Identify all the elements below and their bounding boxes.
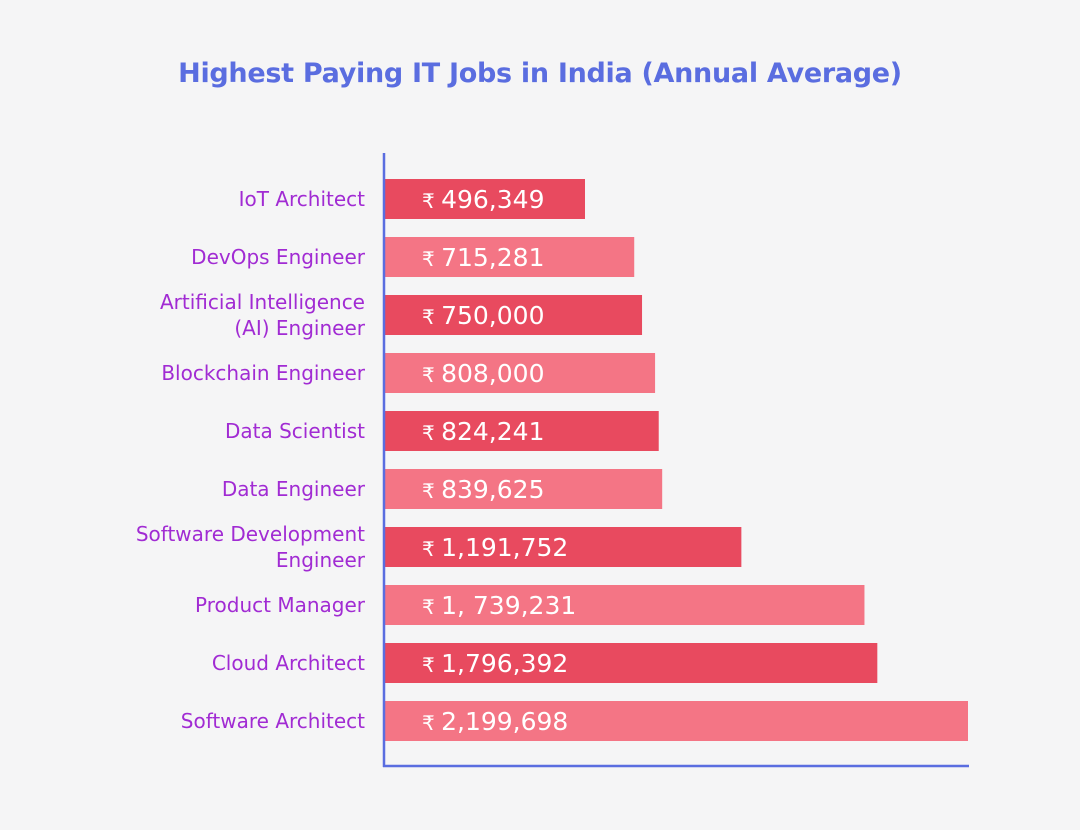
- bar: [385, 701, 968, 741]
- category-label: DevOps Engineer: [191, 245, 366, 269]
- value-label: ₹ 750,000: [422, 301, 544, 330]
- bar: [385, 527, 742, 567]
- value-label: ₹ 1, 739,231: [422, 591, 576, 620]
- bar: [385, 237, 635, 277]
- value-label: ₹ 496,349: [422, 185, 544, 214]
- category-labels-group: IoT Architect DevOps Engineer Artificial I…: [136, 187, 366, 733]
- value-label: ₹ 1,796,392: [422, 649, 568, 678]
- bar: [385, 411, 659, 451]
- bars-group: ₹ 496,349 ₹ 715,281 ₹ 750,000 ₹ 808,000 ₹ 82…: [385, 179, 968, 741]
- category-label: Blockchain Engineer: [161, 361, 365, 385]
- value-label: ₹ 1,191,752: [422, 533, 568, 562]
- bar: [385, 179, 585, 219]
- category-label: Data Engineer: [222, 477, 366, 501]
- category-label: IoT Architect: [239, 187, 366, 211]
- category-label: Product Manager: [195, 593, 366, 617]
- value-label: ₹ 824,241: [422, 417, 544, 446]
- value-label: ₹ 839,625: [422, 475, 544, 504]
- bar: [385, 295, 643, 335]
- value-label: ₹ 808,000: [422, 359, 544, 388]
- category-label: Data Scientist: [225, 419, 365, 443]
- chart-title: Highest Paying IT Jobs in India (Annual …: [178, 58, 902, 89]
- bar: [385, 353, 656, 393]
- value-label: ₹ 2,199,698: [422, 707, 568, 736]
- category-label: Software Architect: [181, 709, 365, 733]
- category-label: Software Development Engineer: [136, 522, 366, 572]
- category-label: Cloud Architect: [212, 651, 365, 675]
- bar: [385, 643, 878, 683]
- category-label: Artificial Intelligence (AI) Engineer: [160, 290, 366, 340]
- bar: [385, 469, 663, 509]
- value-label: ₹ 715,281: [422, 243, 544, 272]
- bar: [385, 585, 865, 625]
